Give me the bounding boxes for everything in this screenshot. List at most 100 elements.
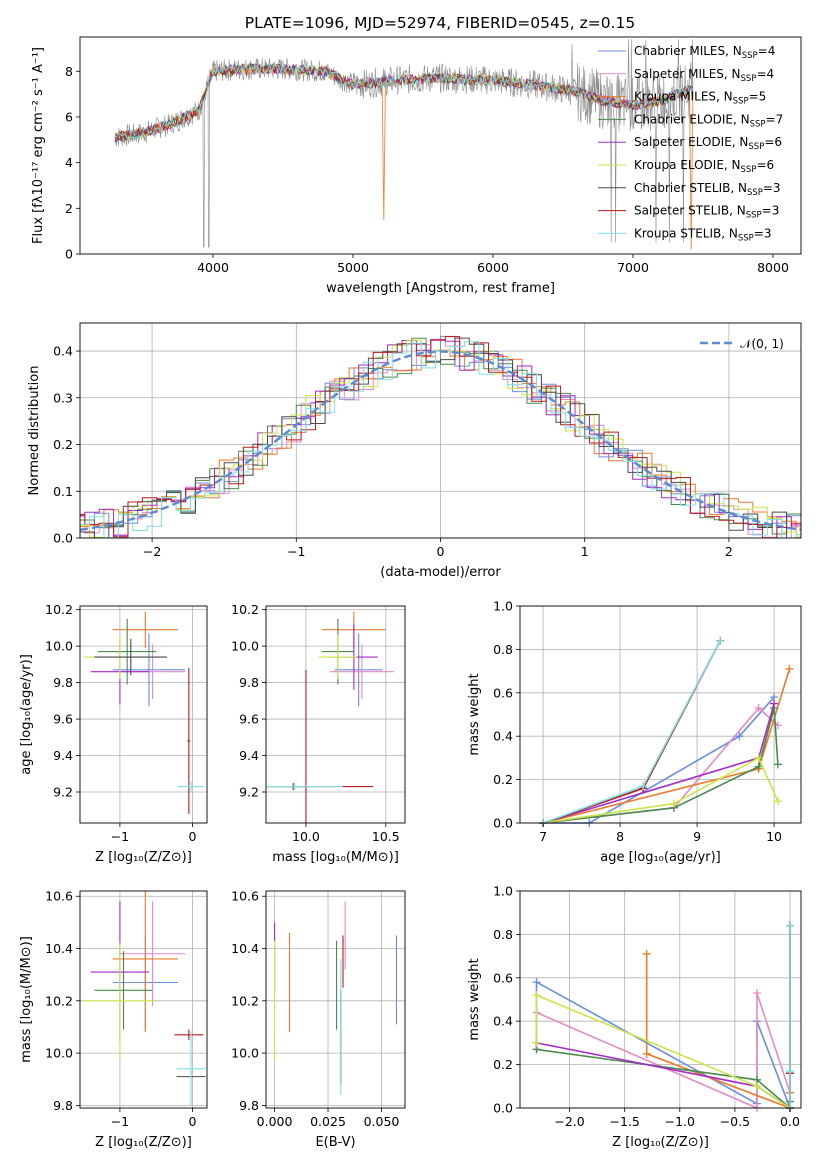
y-tick-label: 0.2 xyxy=(53,437,73,452)
axes-frame xyxy=(265,890,406,1109)
axes-frame xyxy=(79,890,208,1109)
mass-weight-marker xyxy=(642,949,651,958)
mass-weight-marker xyxy=(773,760,782,769)
x-tick-label: 10 xyxy=(766,829,782,844)
legend-label: Chabrier ELODIE, NSSP=7 xyxy=(634,112,783,129)
axes-frame xyxy=(265,605,406,824)
mass-weight-marker xyxy=(642,1049,651,1058)
x-tick-label: 7000 xyxy=(617,260,649,275)
y-tick-label: 4 xyxy=(65,155,73,170)
x-axis-label: age [log₁₀(age/yr)] xyxy=(600,850,721,865)
y-tick-label: 0 xyxy=(65,247,73,262)
errorbar-group xyxy=(266,611,394,823)
x-axis-label: Z [log₁₀(Z/Z⊙)] xyxy=(612,1135,709,1150)
y-tick-label: 0.0 xyxy=(493,816,513,831)
mass-weight-line xyxy=(536,1048,791,1110)
mass-weight-marker xyxy=(754,762,763,771)
y-tick-label: 10.0 xyxy=(45,1046,73,1061)
y-tick-label: 2 xyxy=(65,201,73,216)
mass-weight-marker xyxy=(639,782,648,791)
y-tick-label: 0.6 xyxy=(493,685,513,700)
y-tick-label: 6 xyxy=(65,109,73,124)
mass-weight-marker xyxy=(752,1082,761,1091)
x-tick-label: 6000 xyxy=(477,260,509,275)
y-tick-label: 10.0 xyxy=(231,1046,259,1061)
y-tick-label: 0.2 xyxy=(493,772,513,787)
y-tick-label: 9.6 xyxy=(239,712,259,727)
y-axis-label: mass weight xyxy=(467,958,482,1040)
histogram-steps xyxy=(80,339,801,538)
histogram-steps xyxy=(80,341,801,538)
y-tick-label: 9.4 xyxy=(53,748,73,763)
x-tick-label: 0.025 xyxy=(310,1114,346,1129)
legend-label: Chabrier MILES, NSSP=4 xyxy=(634,44,775,61)
y-axis-label: Flux [fλ10⁻¹⁷ erg cm⁻² s⁻¹ A⁻¹] xyxy=(31,47,46,244)
x-tick-label: 4000 xyxy=(197,260,229,275)
mass-weight-marker xyxy=(754,753,763,762)
y-tick-label: 0.6 xyxy=(493,970,513,985)
y-tick-label: 10.6 xyxy=(231,889,259,904)
reference-gaussian-curve xyxy=(80,350,801,531)
x-axis-label: wavelength [Angstrom, rest frame] xyxy=(326,281,555,296)
legend-label: 𝒩(0, 1) xyxy=(740,337,784,351)
y-tick-label: 10.4 xyxy=(231,941,259,956)
x-tick-label: 8000 xyxy=(757,260,789,275)
y-tick-label: 0.2 xyxy=(493,1057,513,1072)
x-tick-label: −1 xyxy=(111,1114,129,1129)
histogram-steps xyxy=(80,337,801,538)
histogram-group xyxy=(80,335,801,538)
x-axis-label: Z [log₁₀(Z/Z⊙)] xyxy=(95,850,192,865)
x-tick-label: 0.0 xyxy=(780,1114,800,1129)
mass-weight-marker xyxy=(754,703,763,712)
mass-weight-marker xyxy=(532,978,541,987)
mass-weight-marker xyxy=(669,799,678,808)
axes-frame xyxy=(79,322,802,539)
model-spectrum-line xyxy=(114,63,694,141)
grid-layer xyxy=(80,323,801,1109)
y-tick-label: 0.4 xyxy=(493,729,513,744)
legend-label: Kroupa MILES, NSSP=5 xyxy=(634,90,766,107)
histogram-steps xyxy=(80,339,801,538)
y-tick-label: 9.2 xyxy=(53,785,73,800)
mass-weight-marker xyxy=(785,1067,794,1076)
x-tick-label: −1.0 xyxy=(665,1114,695,1129)
y-tick-label: 9.4 xyxy=(239,748,259,763)
y-axis-label: mass [log₁₀(M/M⊙)] xyxy=(19,936,34,1063)
x-tick-label: 8 xyxy=(616,829,624,844)
histogram-steps xyxy=(80,338,801,538)
y-tick-label: 9.8 xyxy=(53,1098,73,1113)
legend-label: Salpeter ELODIE, NSSP=6 xyxy=(634,135,782,152)
y-tick-label: 0.0 xyxy=(53,531,73,546)
model-spectrum-line xyxy=(114,63,694,141)
y-tick-label: 9.8 xyxy=(239,1098,259,1113)
x-tick-label: 0.000 xyxy=(257,1114,293,1129)
mass-weight-marker xyxy=(532,991,541,1000)
y-tick-label: 10.4 xyxy=(45,941,73,956)
legend-label: Salpeter STELIB, NSSP=3 xyxy=(634,204,779,221)
y-axis-label: age [log₁₀(age/yr)] xyxy=(19,654,34,775)
errorbar-group xyxy=(83,891,206,1106)
y-tick-label: 10.2 xyxy=(45,602,73,617)
y-tick-label: 1.0 xyxy=(493,884,513,899)
mass-weight-marker xyxy=(752,988,761,997)
y-tick-label: 0.8 xyxy=(493,927,513,942)
mass-weight-marker xyxy=(532,1038,541,1047)
axes-layer xyxy=(76,36,802,1112)
mass-weight-marker xyxy=(770,699,779,708)
errorbar-group xyxy=(274,901,397,1095)
y-tick-label: 9.8 xyxy=(53,675,73,690)
mass-weight-line xyxy=(535,980,791,1109)
y-tick-label: 9.8 xyxy=(239,675,259,690)
y-tick-label: 10.2 xyxy=(231,602,259,617)
legend-label: Chabrier STELIB, NSSP=3 xyxy=(634,181,781,198)
x-axis-label: (data-model)/error xyxy=(380,565,501,580)
x-tick-label: −1.5 xyxy=(610,1114,640,1129)
legend-label: Kroupa ELODIE, NSSP=6 xyxy=(634,158,774,175)
axes-frame xyxy=(79,605,208,824)
mass-weight-marker xyxy=(785,664,794,673)
x-axis-label: Z [log₁₀(Z/Z⊙)] xyxy=(95,1135,192,1150)
y-axis-label: Normed distribution xyxy=(27,366,42,496)
mass-weight-line xyxy=(645,953,791,1110)
